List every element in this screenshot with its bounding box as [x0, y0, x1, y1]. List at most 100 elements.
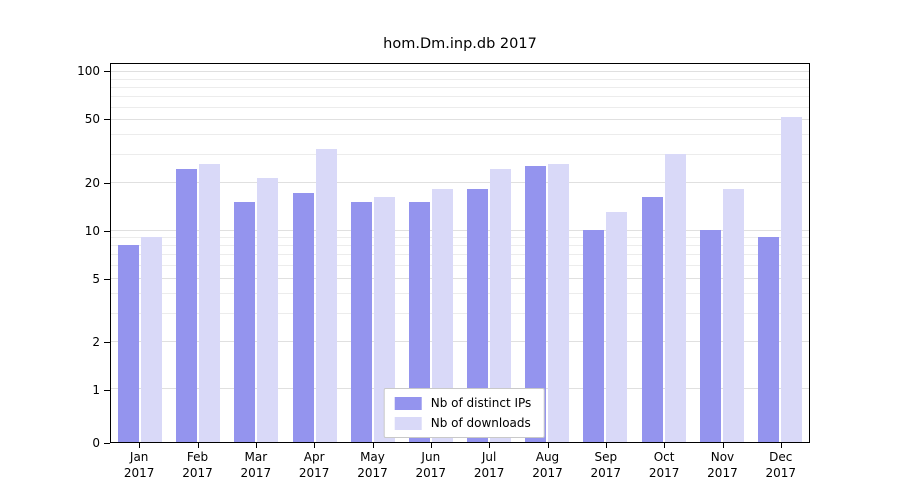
gridline-50 — [111, 119, 809, 121]
bar-downloads-jan — [141, 237, 163, 442]
bar-groups — [111, 64, 809, 442]
bar-group-dec — [751, 64, 809, 442]
bar-distinct-ips-jul — [467, 189, 489, 442]
gridline-80 — [111, 86, 809, 88]
x-tick-label-may: May 2017 — [343, 449, 401, 481]
y-tick-mark-100 — [104, 71, 110, 73]
x-tick-label-jul: Jul 2017 — [460, 449, 518, 481]
x-tick-mark-aug — [547, 443, 549, 448]
x-label-year: 2017 — [707, 466, 738, 480]
x-label-year: 2017 — [590, 466, 622, 480]
y-tick-label-2: 2 — [92, 335, 100, 350]
x-tick-mark-jun — [430, 443, 432, 448]
x-label-month: Jan — [129, 450, 149, 464]
bar-downloads-jun — [431, 189, 453, 442]
x-tick-label-sep: Sep 2017 — [577, 449, 635, 481]
y-tick-mark-50 — [104, 119, 110, 121]
bar-group-feb — [169, 64, 227, 442]
x-label-year: 2017 — [357, 466, 388, 480]
y-tick-mark-20 — [104, 182, 110, 184]
bar-downloads-aug — [548, 164, 570, 442]
bar-group-jun — [402, 64, 460, 442]
gridline-60 — [111, 106, 809, 108]
gridline-4 — [111, 293, 809, 294]
y-tick-label-20: 20 — [84, 175, 100, 190]
y-tick-label-1: 1 — [92, 383, 100, 398]
y-tick-mark-2 — [104, 342, 110, 344]
x-label-month: Sep — [594, 450, 618, 464]
x-label-month: Nov — [710, 450, 735, 464]
chart-title: hom.Dm.inp.db 2017 — [383, 36, 537, 52]
bar-downloads-dec — [780, 117, 802, 442]
gridline-9 — [111, 237, 809, 239]
bar-distinct-ips-oct — [641, 197, 663, 442]
gridline-5 — [111, 277, 809, 279]
bar-group-sep — [576, 64, 634, 442]
x-tick-mark-mar — [255, 443, 257, 448]
x-label-month: Dec — [769, 450, 793, 464]
y-tick-label-5: 5 — [92, 271, 100, 286]
bar-group-nov — [693, 64, 751, 442]
x-tick-mark-jan — [139, 443, 141, 448]
legend-swatch-distinct-ips — [394, 396, 422, 410]
gridline-30 — [111, 154, 809, 156]
y-tick-mark-1 — [104, 390, 110, 392]
x-tick-mark-oct — [664, 443, 666, 448]
gridline-3 — [111, 312, 809, 314]
x-label-month: Apr — [303, 450, 325, 464]
y-tick-label-50: 50 — [84, 112, 100, 127]
x-tick-mark-may — [372, 443, 374, 448]
y-tick-label-100: 100 — [77, 64, 100, 79]
bar-downloads-feb — [199, 164, 221, 442]
gridline-10 — [111, 229, 809, 231]
x-label-month: Mar — [244, 450, 268, 464]
gridline-2 — [111, 340, 809, 342]
x-label-month: May — [360, 450, 385, 464]
bar-downloads-mar — [257, 178, 279, 442]
bar-distinct-ips-feb — [176, 169, 198, 442]
x-axis-labels: Jan 2017 Feb 2017 Mar 2017 Apr 2017 May 2017 Jun 20… — [110, 449, 810, 481]
bar-distinct-ips-mar — [234, 202, 256, 442]
legend-item-distinct-ips: Nb of distinct IPs — [394, 396, 532, 410]
x-label-year: 2017 — [473, 466, 505, 480]
legend-item-downloads: Nb of downloads — [394, 416, 532, 430]
x-label-year: 2017 — [182, 466, 213, 480]
bar-distinct-ips-may — [350, 202, 372, 442]
bar-distinct-ips-apr — [292, 193, 314, 442]
bar-group-may — [344, 64, 402, 442]
gridline-6 — [111, 265, 809, 267]
x-tick-label-jan: Jan 2017 — [110, 449, 168, 481]
bar-downloads-sep — [606, 212, 628, 442]
y-tick-mark-0 — [104, 443, 110, 444]
x-tick-mark-sep — [605, 443, 607, 448]
legend-label-distinct-ips: Nb of distinct IPs — [430, 396, 532, 410]
x-tick-label-aug: Aug 2017 — [518, 449, 576, 481]
x-tick-label-feb: Feb 2017 — [168, 449, 226, 481]
bar-downloads-may — [373, 197, 395, 442]
bar-group-jan — [111, 64, 169, 442]
plot-area — [110, 63, 810, 443]
y-tick-mark-10 — [104, 230, 110, 232]
y-tick-mark-5 — [104, 278, 110, 280]
gridline-40 — [111, 134, 809, 136]
bar-distinct-ips-aug — [525, 166, 547, 442]
bar-group-oct — [635, 64, 693, 442]
x-label-month: Oct — [653, 450, 675, 464]
x-label-year: 2017 — [532, 466, 563, 480]
x-label-year: 2017 — [298, 466, 330, 480]
x-tick-label-jun: Jun 2017 — [402, 449, 460, 481]
x-label-month: Feb — [186, 450, 209, 464]
bar-downloads-jul — [490, 169, 512, 442]
y-tick-label-10: 10 — [84, 223, 100, 238]
bar-distinct-ips-jan — [118, 245, 140, 442]
bar-downloads-apr — [315, 149, 337, 442]
x-tick-mark-dec — [780, 443, 782, 448]
x-label-month: Aug — [535, 450, 560, 464]
bar-distinct-ips-sep — [583, 230, 605, 442]
bar-distinct-ips-nov — [699, 230, 721, 442]
gridline-70 — [111, 95, 809, 97]
x-label-year: 2017 — [765, 466, 797, 480]
x-label-year: 2017 — [240, 466, 272, 480]
x-tick-label-mar: Mar 2017 — [227, 449, 285, 481]
bar-group-jul — [460, 64, 518, 442]
